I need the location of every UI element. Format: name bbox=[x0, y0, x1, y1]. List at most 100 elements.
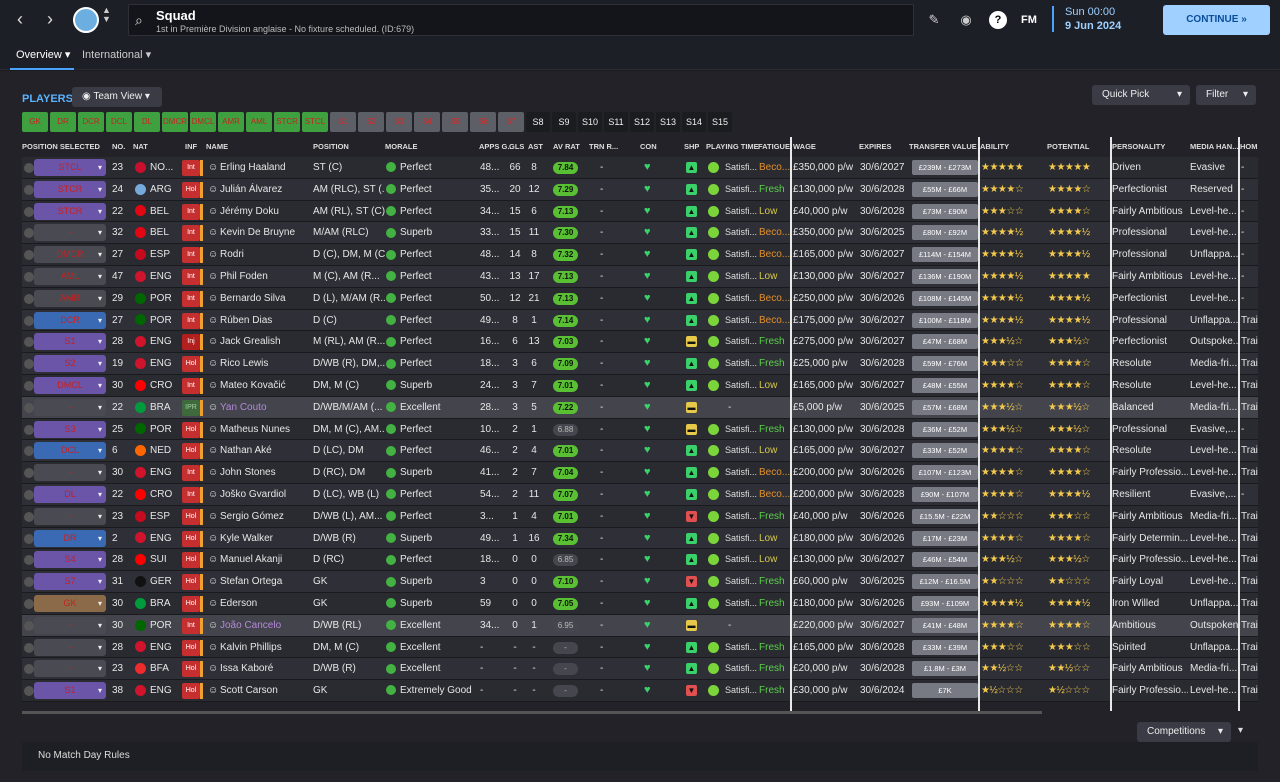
row-select-radio[interactable] bbox=[24, 424, 34, 435]
table-row[interactable]: - ▾ 22 BRA IPR ☺ Yan Couto D/WB/M/AM (... Excell… bbox=[22, 396, 1258, 419]
position-selector[interactable]: STCR ▾ bbox=[34, 202, 106, 220]
info-badge[interactable]: Int bbox=[182, 203, 203, 220]
row-select-radio[interactable] bbox=[24, 271, 34, 282]
col-potential[interactable]: POTENTIAL bbox=[1047, 142, 1090, 151]
table-row[interactable]: S2 ▾ 19 ENG Hol ☺ Rico Lewis D/WB (R), DM,... Pe… bbox=[22, 353, 1258, 375]
row-select-radio[interactable] bbox=[24, 533, 34, 544]
player-name[interactable]: Erling Haaland bbox=[220, 162, 286, 173]
row-select-radio[interactable] bbox=[24, 184, 34, 195]
row-select-radio[interactable] bbox=[24, 402, 34, 413]
table-row[interactable]: S1 ▾ 38 ENG Hol ☺ Scott Carson GK Extremely Good… bbox=[22, 680, 1258, 702]
tab-international[interactable]: International ▾ bbox=[82, 48, 151, 61]
position-selector[interactable]: - ▾ bbox=[34, 616, 106, 634]
col-hom[interactable]: HOM bbox=[1240, 142, 1258, 151]
position-selector[interactable]: S7 ▾ bbox=[34, 573, 106, 591]
info-badge[interactable]: Hol bbox=[182, 530, 203, 547]
position-selector[interactable]: DCL ▾ bbox=[34, 442, 106, 460]
table-row[interactable]: DCR ▾ 27 POR Int ☺ Rúben Dias D (C) Perfect 49...… bbox=[22, 309, 1258, 332]
table-row[interactable]: DCL ▾ 6 NED Hol ☺ Nathan Aké D (LC), DM Perfect 4… bbox=[22, 440, 1258, 463]
row-select-radio[interactable] bbox=[24, 555, 34, 566]
table-row[interactable]: - ▾ 23 BFA Hol ☺ Issa Kaboré D/WB (R) Excellent -… bbox=[22, 658, 1258, 681]
filter-chip-dmcr[interactable]: DMCR bbox=[162, 112, 188, 132]
row-select-radio[interactable] bbox=[24, 511, 34, 522]
player-name[interactable]: Scott Carson bbox=[220, 685, 278, 697]
position-selector[interactable]: - ▾ bbox=[34, 507, 106, 525]
col-ability[interactable]: ABILITY bbox=[980, 142, 1010, 151]
table-row[interactable]: - ▾ 28 ENG Hol ☺ Kalvin Phillips DM, M (C) Excel… bbox=[22, 636, 1258, 659]
horizontal-scrollbar[interactable] bbox=[22, 711, 1042, 714]
info-badge[interactable]: Hol bbox=[182, 421, 203, 438]
player-name[interactable]: Stefan Ortega bbox=[220, 576, 283, 588]
position-selector[interactable]: - ▾ bbox=[34, 638, 106, 656]
table-row[interactable]: DMCL ▾ 30 CRO Int ☺ Mateo Kovačić DM, M (C) Supe… bbox=[22, 374, 1258, 397]
filter-chip-dmcl[interactable]: DMCL bbox=[190, 112, 216, 132]
player-name[interactable]: Kalvin Phillips bbox=[220, 641, 282, 653]
continue-button[interactable]: CONTINUE » bbox=[1163, 5, 1270, 35]
info-badge[interactable]: Int bbox=[182, 268, 203, 285]
col-position-selected[interactable]: POSITION SELECTED bbox=[22, 142, 100, 151]
info-badge[interactable]: Int bbox=[182, 617, 203, 634]
col-transfer-value[interactable]: TRANSFER VALUE bbox=[909, 142, 977, 151]
col-apps[interactable]: APPS G... bbox=[479, 142, 514, 151]
info-badge[interactable]: Hol bbox=[182, 508, 203, 525]
position-selector[interactable]: DMCR ▾ bbox=[34, 246, 106, 264]
collapse-chevron-icon[interactable]: ▾ bbox=[1238, 725, 1244, 736]
row-select-radio[interactable] bbox=[24, 337, 34, 348]
player-name[interactable]: Bernardo Silva bbox=[220, 292, 286, 304]
player-name[interactable]: Kevin De Bruyne bbox=[220, 227, 296, 239]
row-select-radio[interactable] bbox=[24, 206, 34, 217]
info-badge[interactable]: Int bbox=[182, 486, 203, 503]
col-gls[interactable]: GLS bbox=[509, 142, 525, 151]
filter-chip-s15[interactable]: S15 bbox=[708, 112, 732, 132]
player-name[interactable]: Manuel Akanji bbox=[220, 554, 283, 566]
position-selector[interactable]: S4 ▾ bbox=[34, 551, 106, 569]
filter-chip-amr[interactable]: AMR bbox=[218, 112, 244, 132]
col-trn[interactable]: TRN R... bbox=[589, 142, 619, 151]
info-badge[interactable]: Inj bbox=[182, 334, 203, 351]
player-name[interactable]: Jérémy Doku bbox=[220, 205, 279, 217]
filter-chip-s12[interactable]: S12 bbox=[630, 112, 654, 132]
filter-chip-s3[interactable]: S3 bbox=[386, 112, 412, 132]
info-badge[interactable]: Hol bbox=[182, 443, 203, 460]
row-select-radio[interactable] bbox=[24, 686, 34, 697]
player-name[interactable]: Jack Grealish bbox=[220, 336, 281, 348]
row-select-radio[interactable] bbox=[24, 359, 34, 370]
info-badge[interactable]: Hol bbox=[182, 574, 203, 591]
col-inf[interactable]: INF bbox=[185, 142, 198, 151]
filter-chip-aml[interactable]: AML bbox=[246, 112, 272, 132]
player-name[interactable]: Rúben Dias bbox=[220, 314, 273, 326]
table-row[interactable]: S7 ▾ 31 GER Hol ☺ Stefan Ortega GK Superb 3 0 0 7.10… bbox=[22, 571, 1258, 593]
col-con[interactable]: CON bbox=[640, 142, 657, 151]
col-number[interactable]: NO. bbox=[112, 142, 126, 151]
position-selector[interactable]: - ▾ bbox=[34, 224, 106, 242]
row-select-radio[interactable] bbox=[24, 446, 34, 457]
col-nat[interactable]: NAT bbox=[133, 142, 148, 151]
table-row[interactable]: DMCR ▾ 27 ESP Int ☺ Rodri D (C), DM, M (C) Perfe… bbox=[22, 244, 1258, 266]
player-name[interactable]: Rico Lewis bbox=[220, 358, 269, 370]
info-badge[interactable]: Hol bbox=[182, 356, 203, 373]
tab-overview[interactable]: Overview ▾ bbox=[9, 48, 75, 70]
table-row[interactable]: GK ▾ 30 BRA Hol ☺ Ederson GK Superb 59 0 0 7.05 - ♥ ▲ Sa… bbox=[22, 592, 1258, 615]
player-name[interactable]: Joško Gvardiol bbox=[220, 488, 287, 500]
table-row[interactable]: S4 ▾ 28 SUI Hol ☺ Manuel Akanji D (RC) Perfect 18… bbox=[22, 549, 1258, 572]
position-selector[interactable]: DL ▾ bbox=[34, 485, 106, 503]
filter-chip-s9[interactable]: S9 bbox=[552, 112, 576, 132]
club-logo[interactable] bbox=[73, 7, 99, 33]
filter-chip-s4[interactable]: S4 bbox=[414, 112, 440, 132]
filter-chip-s5[interactable]: S5 bbox=[442, 112, 468, 132]
team-view-dropdown[interactable]: ◉ Team View ▾ bbox=[72, 87, 162, 107]
player-name[interactable]: Yan Couto bbox=[220, 401, 267, 413]
club-switch-arrows-icon[interactable]: ▲ ▼ bbox=[102, 5, 111, 24]
player-name[interactable]: Mateo Kovačić bbox=[220, 379, 286, 391]
info-badge[interactable]: IPR bbox=[182, 399, 203, 416]
col-wage[interactable]: WAGE bbox=[793, 142, 816, 151]
row-select-radio[interactable] bbox=[24, 468, 34, 479]
filter-chip-s11[interactable]: S11 bbox=[604, 112, 628, 132]
filter-chip-stcl[interactable]: STCL bbox=[302, 112, 328, 132]
player-name[interactable]: Issa Kaboré bbox=[220, 663, 274, 675]
info-badge[interactable]: Int bbox=[182, 377, 203, 394]
row-select-radio[interactable] bbox=[24, 664, 34, 675]
row-select-radio[interactable] bbox=[24, 577, 34, 588]
table-row[interactable]: DL ▾ 22 CRO Int ☺ Joško Gvardiol D (LC), WB (L)… bbox=[22, 483, 1258, 506]
col-fatigue[interactable]: FATIGUE bbox=[758, 142, 790, 151]
